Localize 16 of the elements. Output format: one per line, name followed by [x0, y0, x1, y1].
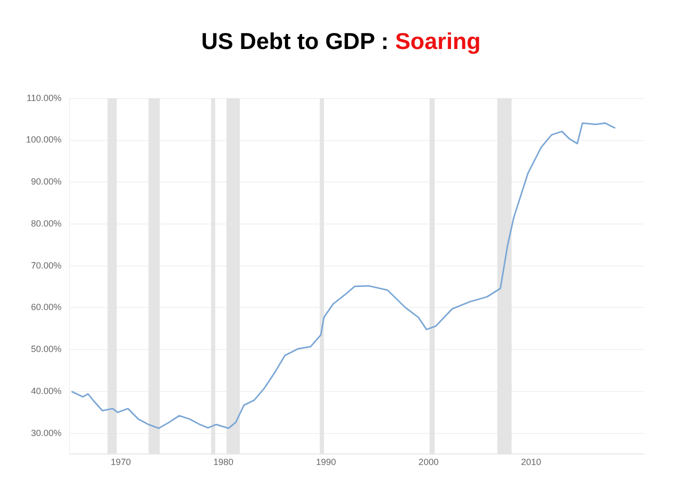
y-tick-label: 70.00% [31, 260, 62, 270]
x-tick-label: 2000 [418, 457, 439, 468]
y-tick-label: 110.00% [26, 92, 62, 103]
y-tick-label: 30.00% [31, 428, 62, 438]
chart-title: US Debt to GDP : [201, 28, 389, 54]
x-tick-label: 1970 [110, 457, 131, 468]
x-tick-label: 2010 [521, 457, 542, 468]
y-tick-label: 60.00% [31, 302, 62, 312]
y-tick-label: 80.00% [31, 218, 62, 228]
y-tick-label: 100.00% [26, 134, 62, 145]
chart-subtitle: Soaring [395, 28, 481, 54]
x-tick-label: 1980 [213, 457, 234, 468]
y-tick-label: 90.00% [31, 176, 62, 187]
y-tick-label: 40.00% [31, 386, 62, 396]
y-tick-label: 50.00% [31, 344, 62, 354]
x-tick-label: 1990 [316, 457, 336, 468]
